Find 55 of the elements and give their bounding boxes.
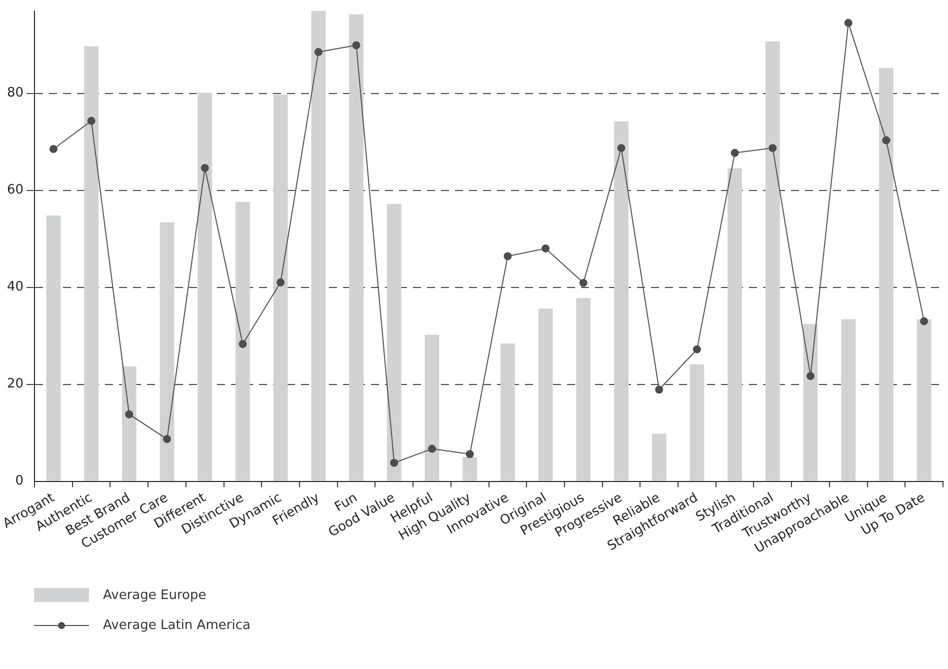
point [314,48,322,56]
legend-label: Average Europe [103,588,206,602]
point [466,450,474,458]
bar [122,366,136,481]
bar [614,121,628,481]
bar [652,434,666,481]
y-tick-label: 20 [6,376,24,392]
point [579,278,588,287]
point [730,148,739,157]
bar [349,14,364,481]
bar [160,222,174,481]
y-tick-label: 60 [6,182,24,198]
bar [803,324,818,481]
point [882,136,890,144]
point [276,278,285,286]
bar [198,92,212,481]
bar [576,298,591,481]
point [655,386,664,394]
point [238,340,247,348]
point [125,410,134,418]
bar [236,202,250,481]
point [542,244,550,252]
point [617,144,626,152]
point [504,252,512,260]
y-tick-label: 40 [6,280,24,295]
point [428,444,436,453]
point [692,345,701,354]
point [390,458,398,467]
bar [386,204,402,481]
bar [728,168,742,481]
bar [500,344,515,481]
y-tick-label: 0 [15,474,24,489]
bar [311,10,326,481]
point [49,145,58,154]
legend-label: Average Latin America [103,618,250,632]
bar [46,215,61,481]
bar [84,46,99,481]
bar [879,68,894,481]
point [920,317,928,326]
point [806,372,815,380]
bar [538,308,553,481]
bar [462,457,478,481]
point [768,144,777,152]
point [163,435,172,444]
point [87,116,96,125]
bar [916,319,932,481]
bar [690,364,704,481]
bar [841,319,856,481]
y-tick-label: 80 [6,86,24,101]
point [352,41,360,50]
bar [273,94,288,481]
point [200,164,209,172]
bar [424,334,440,481]
bar [765,41,780,481]
point [844,18,852,27]
